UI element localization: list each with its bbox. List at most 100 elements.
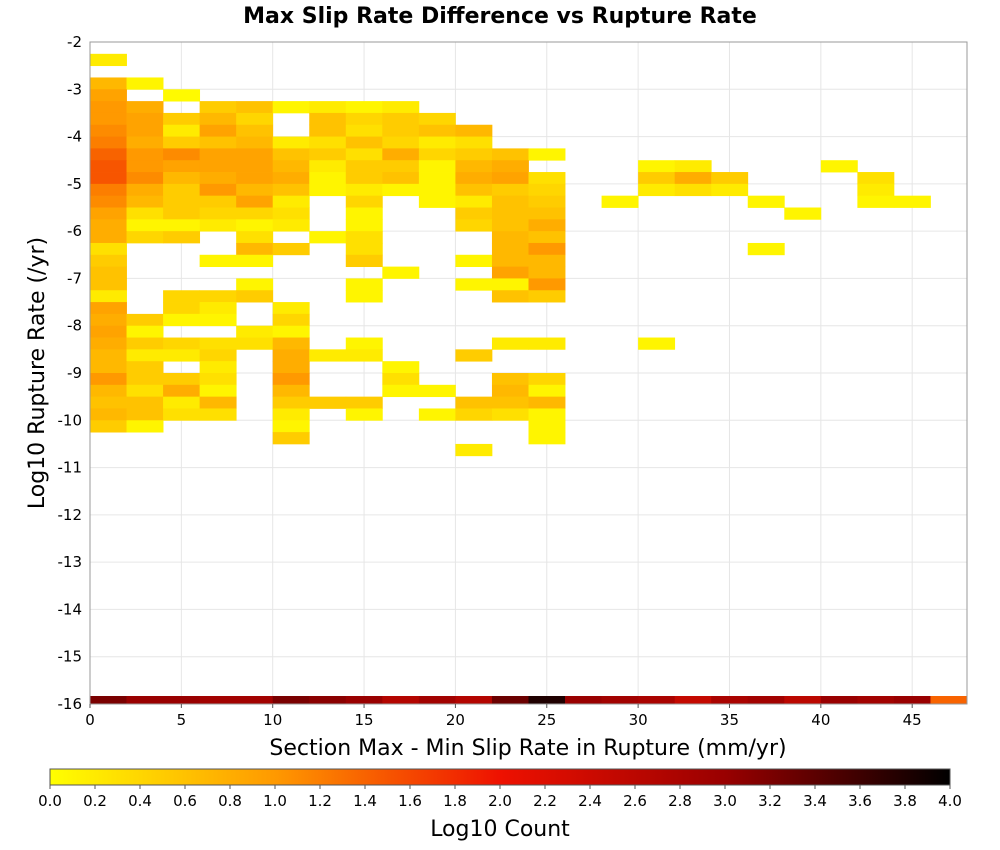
heatmap-cell: [199, 408, 237, 421]
heatmap-cell: [491, 195, 529, 208]
heatmap-cell: [528, 231, 566, 244]
heatmap-cell: [309, 696, 347, 704]
heatmap-cell: [272, 408, 310, 421]
heatmap-cell: [272, 101, 310, 114]
heatmap-cell: [491, 384, 529, 398]
heatmap-cell: [491, 278, 529, 291]
heatmap-cell: [455, 349, 493, 362]
heatmap-cell: [601, 195, 639, 208]
colorbar-tick-label: 3.2: [758, 792, 782, 810]
heatmap-cell: [382, 373, 420, 386]
heatmap-cell: [382, 148, 420, 161]
heatmap-cell: [382, 266, 420, 279]
heatmap-cell: [126, 337, 164, 350]
x-tick-label: 30: [629, 711, 648, 729]
heatmap-cell: [674, 696, 712, 704]
y-tick-label: -6: [67, 222, 82, 240]
x-tick-label: 10: [263, 711, 282, 729]
heatmap-cell: [345, 148, 383, 161]
heatmap-cell: [345, 112, 383, 126]
heatmap-cell: [638, 337, 676, 350]
heatmap-cell: [528, 172, 566, 185]
heatmap-cell: [126, 101, 164, 114]
plot-border: [89, 41, 968, 705]
heatmap-cell: [309, 172, 347, 185]
heatmap-cell: [126, 124, 164, 137]
heatmap-cell: [90, 420, 127, 433]
heatmap-cell: [236, 337, 274, 350]
heatmap-cell: [163, 231, 201, 244]
heatmap-cell: [163, 349, 201, 362]
heatmap-cell: [236, 136, 274, 149]
chart-title: Max Slip Rate Difference vs Rupture Rate: [243, 4, 757, 29]
heatmap-cell: [272, 160, 310, 173]
heatmap-cell: [528, 254, 566, 268]
heatmap-cell: [199, 696, 237, 704]
heatmap-cell: [236, 112, 274, 126]
heatmap-cell: [236, 160, 274, 173]
heatmap-cell: [199, 183, 237, 197]
heatmap-cell: [345, 696, 383, 704]
heatmap-cell: [820, 696, 858, 704]
heatmap-cell: [747, 195, 785, 208]
heatmap-cell: [272, 313, 310, 327]
y-tick-label: -8: [67, 317, 82, 335]
colorbar-ticks: 0.0 0.2 0.4 0.6 0.8 1.0 1.2 1.4 1.6 1.8 2.0 2.2 2.4 2…: [38, 785, 962, 810]
heatmap-cell: [309, 231, 347, 244]
heatmap-cell: [272, 195, 310, 208]
heatmap-cell: [528, 266, 566, 279]
y-tick-label: -3: [67, 80, 82, 98]
x-axis-label: Section Max - Min Slip Rate in Rupture (…: [269, 736, 786, 761]
heatmap-cell: [199, 112, 237, 126]
heatmap-cell: [163, 313, 201, 327]
heatmap-cell: [90, 696, 127, 704]
heatmap-cell: [345, 136, 383, 149]
heatmap-cell: [126, 148, 164, 161]
heatmap-cell: [236, 696, 274, 704]
heatmap-cell: [638, 172, 676, 185]
heatmap-cell: [455, 408, 493, 421]
heatmap-cell: [90, 136, 127, 149]
heatmap-cell: [126, 112, 164, 126]
heatmap-cell: [382, 101, 420, 114]
heatmap-cell: [491, 219, 529, 232]
x-tick-label: 35: [720, 711, 739, 729]
heatmap-cell: [272, 148, 310, 161]
heatmap-cell: [345, 396, 383, 409]
heatmap-cell: [711, 172, 749, 185]
heatmap-cell: [272, 396, 310, 409]
heatmap-cell: [90, 148, 127, 161]
heatmap-cell: [236, 231, 274, 244]
colorbar-tick-label: 1.6: [398, 792, 422, 810]
heatmap-cell: [90, 361, 127, 374]
heatmap-cell: [199, 396, 237, 409]
heatmap-cell: [382, 124, 420, 137]
heatmap-cell: [528, 396, 566, 409]
y-tick-label: -14: [58, 600, 83, 618]
heatmap-cell: [638, 160, 676, 173]
y-tick-label: -9: [67, 364, 82, 382]
x-tick-label: 45: [903, 711, 922, 729]
heatmap-cell: [90, 231, 127, 244]
heatmap-cell: [309, 396, 347, 409]
heatmap-cell: [199, 195, 237, 208]
heatmap-cell: [90, 337, 127, 350]
heatmap-cell: [491, 242, 529, 256]
heatmap-cell: [491, 373, 529, 386]
heatmap-cell: [272, 420, 310, 433]
heatmap-cell: [90, 266, 127, 279]
heatmap-cell: [638, 696, 676, 704]
heatmap-cell: [163, 396, 201, 409]
heatmap-cell: [199, 349, 237, 362]
heatmap-cell: [90, 112, 127, 126]
heatmap-cell: [163, 112, 201, 126]
heatmap-cell: [163, 384, 201, 398]
colorbar-tick-label: 2.8: [668, 792, 692, 810]
heatmap-cell: [418, 136, 456, 149]
x-tick-label: 0: [85, 711, 95, 729]
heatmap-cell: [528, 290, 566, 303]
heatmap-cell: [163, 207, 201, 220]
x-tick-label: 20: [446, 711, 465, 729]
heatmap-cell: [236, 148, 274, 161]
x-tick-label: 15: [355, 711, 374, 729]
